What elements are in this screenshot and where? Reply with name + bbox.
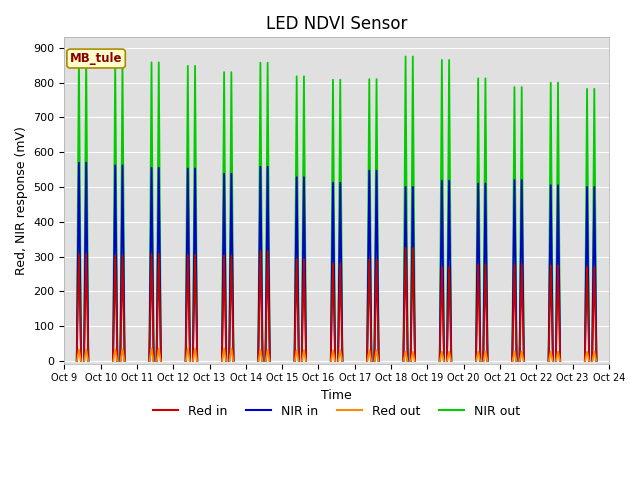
X-axis label: Time: Time (321, 389, 352, 402)
Title: LED NDVI Sensor: LED NDVI Sensor (266, 15, 407, 33)
Legend: Red in, NIR in, Red out, NIR out: Red in, NIR in, Red out, NIR out (148, 400, 525, 423)
Text: MB_tule: MB_tule (70, 52, 122, 65)
Y-axis label: Red, NIR response (mV): Red, NIR response (mV) (15, 126, 28, 275)
